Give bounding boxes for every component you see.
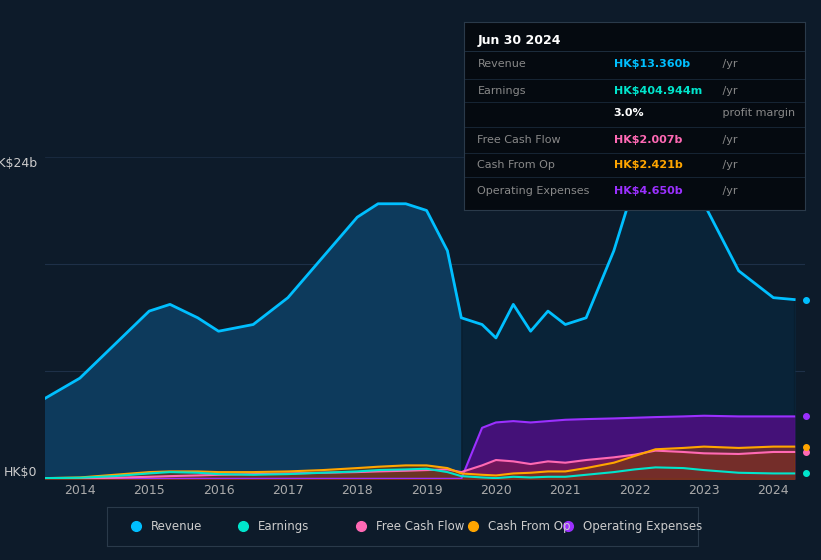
Text: HK$2.007b: HK$2.007b: [614, 134, 682, 144]
Text: /yr: /yr: [719, 134, 738, 144]
Text: HK$2.421b: HK$2.421b: [614, 160, 682, 170]
Text: HK$4.650b: HK$4.650b: [614, 186, 682, 196]
Text: Revenue: Revenue: [151, 520, 203, 533]
Text: Free Cash Flow: Free Cash Flow: [478, 134, 561, 144]
Text: profit margin: profit margin: [719, 109, 796, 118]
Text: HK$24b: HK$24b: [0, 157, 38, 170]
Text: /yr: /yr: [719, 59, 738, 69]
Text: Operating Expenses: Operating Expenses: [583, 520, 702, 533]
Text: Revenue: Revenue: [478, 59, 526, 69]
Text: Earnings: Earnings: [258, 520, 309, 533]
Text: /yr: /yr: [719, 160, 738, 170]
Text: Jun 30 2024: Jun 30 2024: [478, 34, 561, 46]
Text: Free Cash Flow: Free Cash Flow: [376, 520, 464, 533]
Text: 3.0%: 3.0%: [614, 109, 644, 118]
Text: HK$404.944m: HK$404.944m: [614, 86, 702, 96]
Text: Cash From Op: Cash From Op: [488, 520, 571, 533]
Text: Cash From Op: Cash From Op: [478, 160, 555, 170]
Text: Operating Expenses: Operating Expenses: [478, 186, 589, 196]
Text: /yr: /yr: [719, 186, 738, 196]
Text: /yr: /yr: [719, 86, 738, 96]
Text: Earnings: Earnings: [478, 86, 526, 96]
Text: HK$0: HK$0: [4, 466, 38, 479]
Text: HK$13.360b: HK$13.360b: [614, 59, 690, 69]
